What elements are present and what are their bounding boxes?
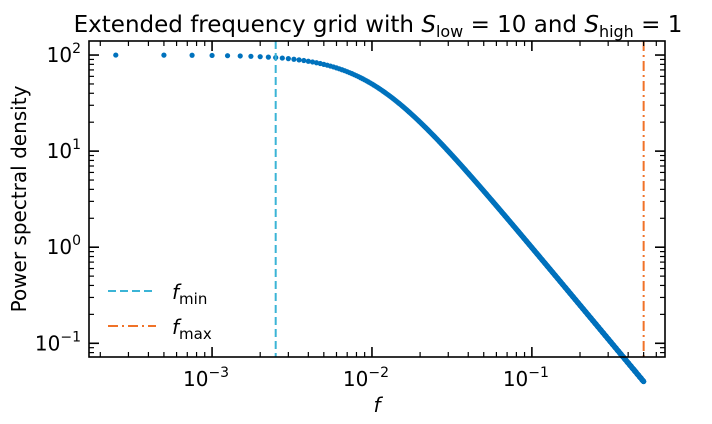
title-s-high-symbol: S	[584, 12, 599, 38]
psd-point	[209, 52, 215, 59]
x-tick-label: 10−1	[503, 365, 549, 391]
psd-point	[113, 52, 119, 58]
y-tick-exp: 0	[72, 233, 81, 249]
psd-point	[265, 54, 271, 60]
y-tick-base: 10	[47, 139, 72, 163]
x-tick-label: 10−3	[183, 365, 229, 391]
y-tick-label: 101	[47, 137, 81, 163]
y-tick-label: 100	[47, 233, 81, 259]
title-prefix: Extended frequency grid with	[74, 12, 422, 38]
legend-fmin-sub: min	[179, 290, 207, 308]
chart-title: Extended frequency grid with Slow = 10 a…	[74, 12, 683, 41]
y-tick-exp: −1	[60, 329, 81, 345]
y-tick-base: 10	[35, 331, 60, 355]
psd-point	[237, 53, 243, 59]
title-s-low-value: = 10 and	[463, 12, 584, 38]
axes-frame	[88, 40, 666, 358]
psd-point	[279, 55, 285, 61]
psd-point	[641, 378, 647, 385]
title-s-high-sub: high	[599, 22, 634, 41]
psd-point	[224, 53, 231, 59]
y-tick-base: 10	[47, 235, 72, 259]
x-tick-base: 10	[503, 367, 528, 391]
psd-point	[257, 54, 263, 60]
title-s-low-symbol: S	[421, 12, 436, 38]
legend-fmax-sub: max	[179, 325, 212, 343]
legend-fmin-symbol: f	[172, 280, 182, 304]
y-tick-exp: 1	[72, 137, 81, 153]
x-tick-base: 10	[183, 367, 208, 391]
legend-fmax-symbol: f	[172, 315, 182, 339]
legend: fmin fmax	[108, 280, 212, 343]
legend-label-fmax: fmax	[172, 315, 212, 343]
psd-point	[301, 57, 307, 64]
x-tick-exp: −1	[528, 365, 549, 381]
y-axis-label: Power spectral density	[7, 85, 31, 312]
data-layer	[113, 41, 647, 385]
y-tick-exp: 2	[72, 41, 81, 57]
x-axis-label: f	[373, 393, 383, 417]
psd-point	[296, 57, 302, 63]
y-tick-label: 10−1	[35, 329, 81, 355]
psd-point	[309, 59, 316, 65]
psd-point	[248, 53, 254, 59]
x-tick-label: 10−2	[343, 365, 389, 391]
psd-point	[285, 56, 291, 62]
y-tick-base: 10	[47, 43, 72, 67]
psd-point	[161, 52, 167, 58]
title-s-low-sub: low	[436, 22, 463, 41]
x-tick-exp: −2	[368, 365, 389, 381]
psd-point	[291, 56, 297, 62]
legend-label-fmin: fmin	[172, 280, 207, 308]
psd-point	[189, 52, 195, 58]
x-tick-exp: −3	[208, 365, 229, 381]
title-s-high-value: = 1	[634, 12, 683, 38]
y-tick-label: 102	[47, 41, 81, 67]
x-tick-base: 10	[343, 367, 368, 391]
psd-point	[305, 58, 311, 64]
